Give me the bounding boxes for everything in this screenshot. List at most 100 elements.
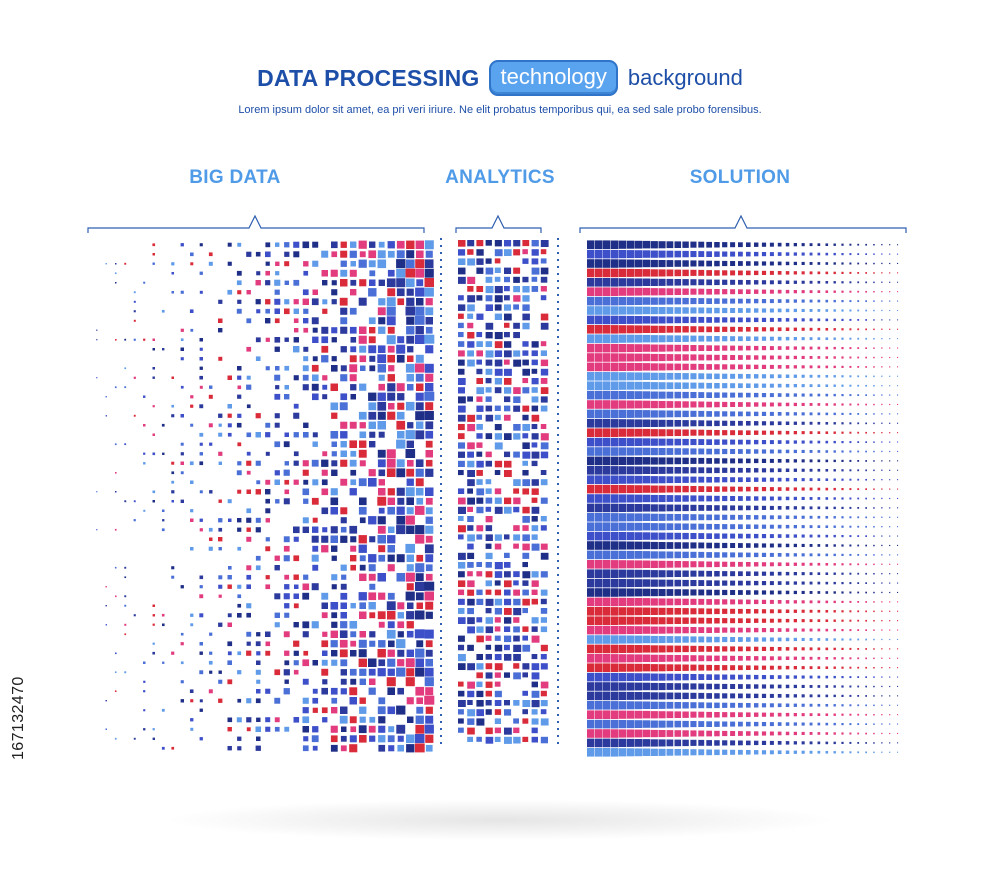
data-square xyxy=(396,354,405,363)
data-square xyxy=(458,451,465,458)
data-square xyxy=(777,515,782,520)
data-square xyxy=(817,309,821,312)
data-square xyxy=(540,267,549,275)
data-square xyxy=(738,392,743,398)
data-square xyxy=(237,651,242,656)
data-square xyxy=(322,631,328,637)
data-square xyxy=(415,259,425,269)
data-square xyxy=(540,396,548,403)
data-square xyxy=(467,276,476,284)
data-square xyxy=(761,421,767,426)
data-square xyxy=(642,428,651,437)
data-square xyxy=(889,591,891,594)
data-square xyxy=(396,240,405,249)
data-square xyxy=(769,468,774,473)
data-square xyxy=(467,451,474,458)
data-square xyxy=(642,551,651,559)
data-square xyxy=(114,737,117,740)
data-square xyxy=(825,619,829,622)
data-square xyxy=(865,309,867,312)
data-square xyxy=(809,572,813,576)
data-square xyxy=(785,571,790,576)
data-square xyxy=(809,647,813,651)
data-square xyxy=(124,595,127,598)
data-square xyxy=(425,516,433,524)
data-square xyxy=(494,387,502,394)
data-square xyxy=(330,602,339,610)
data-square xyxy=(754,533,759,539)
data-square xyxy=(738,740,743,746)
data-square xyxy=(340,564,347,571)
data-square xyxy=(769,421,774,426)
data-square xyxy=(124,576,127,579)
data-square xyxy=(642,598,651,606)
data-square xyxy=(377,459,386,468)
data-square xyxy=(369,631,376,638)
data-square xyxy=(494,727,501,734)
data-square xyxy=(801,261,805,265)
data-square xyxy=(255,565,261,571)
data-square xyxy=(467,295,476,303)
data-square xyxy=(833,544,836,547)
data-square xyxy=(284,650,290,656)
data-square xyxy=(857,253,860,255)
data-square xyxy=(458,700,466,707)
data-square xyxy=(738,373,743,379)
data-square xyxy=(458,718,464,724)
data-square xyxy=(825,281,829,284)
data-square xyxy=(504,506,512,514)
data-square xyxy=(458,341,465,347)
data-square xyxy=(209,442,213,446)
data-square xyxy=(208,252,213,257)
data-square xyxy=(690,570,697,577)
data-square xyxy=(531,727,538,734)
data-square xyxy=(730,279,736,285)
data-square xyxy=(340,250,348,258)
data-square xyxy=(698,523,705,530)
data-square xyxy=(504,608,512,615)
data-square xyxy=(302,592,310,600)
data-square xyxy=(785,252,790,256)
data-square xyxy=(513,304,519,310)
data-square xyxy=(283,469,290,476)
data-square xyxy=(889,742,891,744)
data-square xyxy=(406,497,414,505)
data-square xyxy=(650,626,658,634)
data-square xyxy=(284,612,290,618)
data-square xyxy=(714,430,720,436)
data-square xyxy=(698,279,705,286)
data-square xyxy=(350,678,357,685)
data-square xyxy=(610,278,619,287)
data-square xyxy=(881,554,883,556)
data-square xyxy=(425,744,433,752)
data-square xyxy=(682,683,689,690)
data-square xyxy=(634,692,643,700)
data-square xyxy=(722,270,728,276)
data-square xyxy=(190,727,194,731)
data-square xyxy=(746,449,751,454)
data-square xyxy=(368,554,377,563)
data-square xyxy=(494,405,501,411)
data-square xyxy=(397,393,405,401)
data-square xyxy=(189,309,194,313)
data-square xyxy=(873,732,875,735)
data-square xyxy=(769,242,774,247)
data-square xyxy=(339,630,348,638)
data-square xyxy=(540,378,548,384)
data-square xyxy=(833,478,836,481)
data-square xyxy=(396,468,406,478)
data-square xyxy=(610,334,619,343)
data-square xyxy=(690,298,697,305)
data-square xyxy=(841,459,844,462)
data-square xyxy=(722,401,728,408)
data-square xyxy=(387,564,395,572)
data-square xyxy=(302,241,310,249)
data-square xyxy=(610,691,619,701)
data-square xyxy=(865,591,867,594)
data-square xyxy=(889,535,891,537)
data-square xyxy=(801,703,805,707)
data-square xyxy=(522,736,529,742)
data-square xyxy=(602,325,611,334)
data-square xyxy=(777,609,782,614)
data-square xyxy=(698,692,705,699)
